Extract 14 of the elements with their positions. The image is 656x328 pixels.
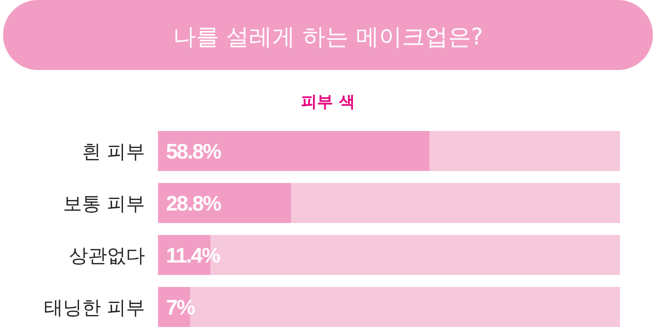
y-tick-label: 상관없다 (69, 244, 145, 267)
y-tick-label: 태닝한 피부 (44, 296, 145, 319)
bar (430, 131, 620, 172)
bar (291, 182, 620, 224)
bar (158, 131, 430, 172)
data-label: 28.8% (166, 192, 222, 216)
chart-title: 나를 설레게 하는 메이크업은? (172, 24, 484, 50)
data-label: 11.4% (166, 244, 221, 268)
y-tick-label: 흰 피부 (82, 140, 145, 163)
chart-subtitle: 피부 색 (301, 92, 355, 111)
y-tick-label: 보통 피부 (62, 192, 145, 215)
data-label: 58.8% (166, 140, 222, 164)
data-label: 7% (166, 296, 196, 320)
bar (158, 182, 292, 224)
